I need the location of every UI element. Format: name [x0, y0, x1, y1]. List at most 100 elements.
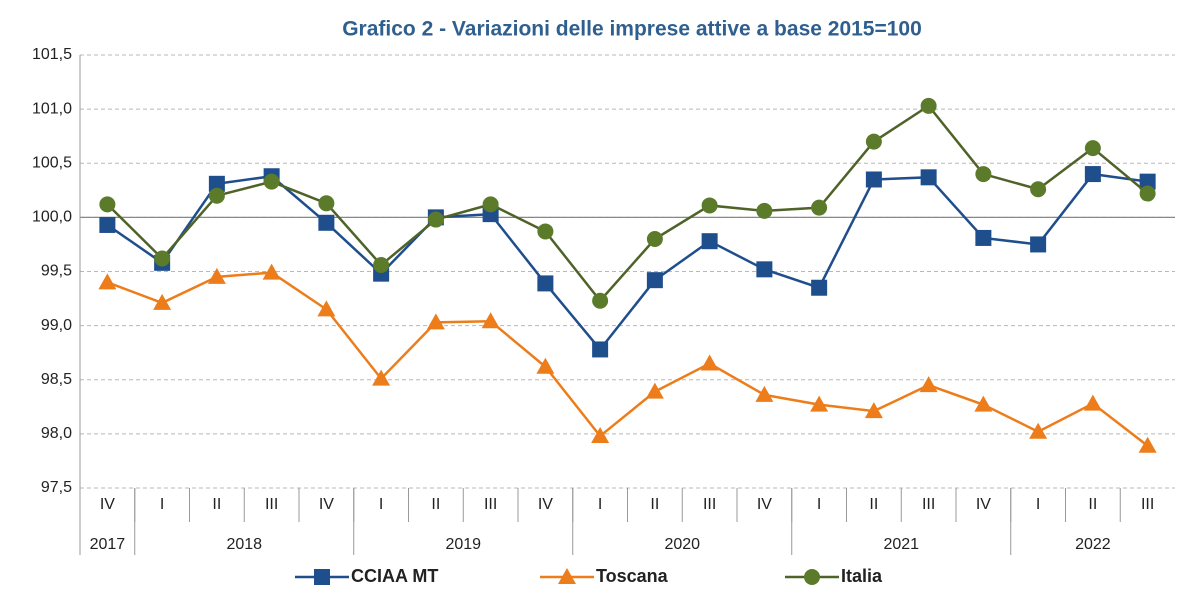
marker — [1030, 236, 1047, 253]
marker — [426, 313, 445, 330]
marker — [537, 275, 554, 292]
year-label: 2022 — [1075, 536, 1111, 553]
series-line — [106, 271, 1149, 447]
marker — [591, 427, 610, 444]
y-tick-label: 100,0 — [32, 209, 72, 226]
marker — [756, 261, 773, 278]
x-tick-label: III — [265, 496, 278, 513]
legend-label: Italia — [841, 566, 883, 586]
year-label: 2018 — [226, 536, 262, 553]
marker — [481, 312, 500, 329]
legend-label: CCIAA MT — [351, 566, 438, 586]
marker — [864, 402, 883, 419]
x-tick-label: II — [869, 496, 878, 513]
marker — [701, 197, 718, 214]
marker — [756, 202, 773, 219]
x-tick-label: III — [1141, 496, 1154, 513]
marker — [811, 279, 828, 296]
marker — [153, 293, 172, 310]
marker — [263, 173, 280, 190]
y-tick-label: 100,5 — [32, 154, 72, 171]
y-tick-label: 98,5 — [41, 371, 72, 388]
year-label: 2020 — [664, 536, 700, 553]
series-line — [106, 172, 1148, 352]
x-tick-label: III — [703, 496, 716, 513]
marker — [98, 273, 117, 290]
marker — [482, 196, 499, 213]
marker — [208, 187, 225, 204]
marker — [975, 229, 992, 246]
marker — [975, 166, 992, 183]
marker — [318, 195, 335, 212]
year-label: 2021 — [883, 536, 919, 553]
x-tick-label: II — [650, 496, 659, 513]
marker — [974, 395, 993, 412]
x-tick-label: III — [484, 496, 497, 513]
marker — [701, 233, 718, 250]
marker — [1084, 140, 1101, 157]
marker — [865, 133, 882, 150]
legend-label: Toscana — [596, 566, 669, 586]
legend-marker — [558, 568, 576, 584]
chart-title: Grafico 2 - Variazioni delle imprese att… — [342, 18, 922, 41]
marker — [1030, 181, 1047, 198]
x-tick-label: I — [379, 496, 383, 513]
marker — [920, 97, 937, 114]
marker — [1139, 173, 1156, 190]
y-tick-label: 98,0 — [41, 425, 72, 442]
marker — [865, 171, 882, 188]
y-tick-label: 99,5 — [41, 263, 72, 280]
marker — [810, 395, 829, 412]
marker — [537, 223, 554, 240]
y-tick-label: 101,5 — [32, 46, 72, 63]
x-tick-label: II — [212, 496, 221, 513]
marker — [1084, 166, 1101, 183]
marker — [536, 357, 555, 374]
x-tick-label: II — [431, 496, 440, 513]
x-tick-label: I — [1036, 496, 1040, 513]
x-tick-label: I — [160, 496, 164, 513]
x-tick-label: IV — [100, 496, 115, 513]
y-tick-label: 97,5 — [41, 479, 72, 496]
marker — [427, 211, 444, 228]
x-tick-label: IV — [976, 496, 991, 513]
x-tick-label: IV — [538, 496, 553, 513]
marker — [755, 385, 774, 402]
marker — [700, 354, 719, 371]
x-tick-label: III — [922, 496, 935, 513]
marker — [318, 214, 335, 231]
marker — [1083, 394, 1102, 411]
year-label: 2019 — [445, 536, 481, 553]
y-tick-label: 99,0 — [41, 317, 72, 334]
marker — [645, 382, 664, 399]
series-line — [106, 104, 1149, 303]
marker — [317, 300, 336, 317]
marker — [919, 376, 938, 393]
x-tick-label: I — [817, 496, 821, 513]
y-tick-label: 101,0 — [32, 100, 72, 117]
marker — [1139, 185, 1156, 202]
marker — [592, 341, 609, 358]
marker — [262, 263, 281, 280]
marker — [373, 257, 390, 274]
x-tick-label: IV — [319, 496, 334, 513]
marker — [811, 199, 828, 216]
marker — [207, 267, 226, 284]
legend-marker — [804, 569, 820, 585]
marker — [920, 169, 937, 186]
marker — [99, 196, 116, 213]
marker — [154, 250, 171, 267]
marker — [1029, 422, 1048, 439]
marker — [1138, 436, 1157, 453]
x-tick-label: IV — [757, 496, 772, 513]
marker — [208, 175, 225, 192]
marker — [646, 231, 663, 248]
marker — [646, 272, 663, 289]
x-tick-label: I — [598, 496, 602, 513]
legend-marker — [314, 569, 330, 585]
year-label: 2017 — [90, 536, 126, 553]
marker — [99, 216, 116, 233]
marker — [372, 369, 391, 386]
marker — [592, 292, 609, 309]
